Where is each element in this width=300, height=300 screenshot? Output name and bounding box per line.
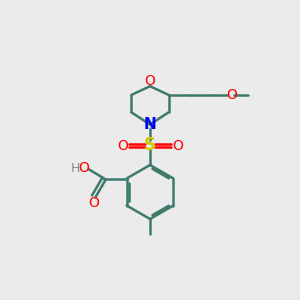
Text: S: S bbox=[144, 136, 156, 154]
Text: H: H bbox=[71, 161, 80, 175]
Text: N: N bbox=[144, 117, 156, 132]
Text: O: O bbox=[145, 74, 155, 88]
Text: O: O bbox=[88, 196, 99, 210]
Text: O: O bbox=[226, 88, 237, 102]
Text: O: O bbox=[78, 161, 89, 175]
Text: O: O bbox=[117, 139, 128, 152]
Text: O: O bbox=[172, 139, 183, 152]
